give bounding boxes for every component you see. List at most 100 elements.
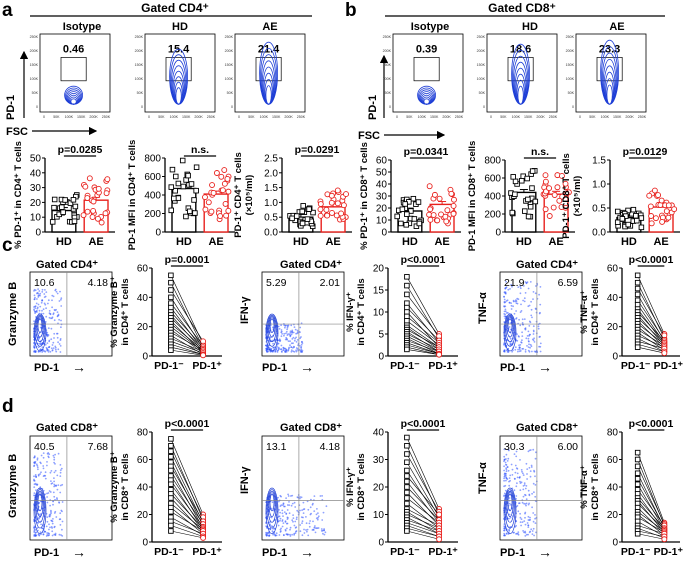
d2-point-neg-9 xyxy=(404,495,410,501)
b-pd1-axis-label: PD-1 xyxy=(367,95,379,120)
c1-quad-event xyxy=(59,345,62,347)
c1-quad-event xyxy=(51,294,54,297)
c3-point-pos-19 xyxy=(661,350,668,357)
d3-quad-q-right: 6.00 xyxy=(558,441,579,453)
d3-point-neg-5 xyxy=(634,481,641,488)
d1-ylabel: % Granzyme B⁺ xyxy=(109,451,120,523)
d1-quad-event xyxy=(36,464,39,467)
d3-quad: 30.3 6.00 xyxy=(499,435,583,541)
c3-quad-event xyxy=(514,346,517,349)
d2-point-pos-5 xyxy=(436,511,443,518)
d2-tick-label-3: 30 xyxy=(373,455,385,466)
a1-point-ae xyxy=(102,210,109,217)
c3-quad-q-left: 21.9 xyxy=(504,277,525,289)
d2-quad-event xyxy=(277,520,280,522)
a3-tick-label-1: 0.5 xyxy=(264,213,278,224)
d1-quad-event xyxy=(33,465,35,467)
d1-quad-event xyxy=(37,517,40,520)
a2-point-ae xyxy=(224,175,231,182)
d2-quad-event xyxy=(309,506,312,509)
b2-point-ae xyxy=(542,172,549,179)
d2-quad-event xyxy=(274,534,277,537)
b2-tick-label-2: 400 xyxy=(484,192,501,203)
d2-quad-event xyxy=(325,505,328,508)
a3-point-ae xyxy=(328,192,335,199)
a-flow-isotype-ytick-2: 100K xyxy=(30,77,39,81)
a3-point-hd xyxy=(294,213,300,219)
d2-quad-event xyxy=(301,509,303,511)
c2-quad-event xyxy=(300,336,302,338)
d3-quad-event xyxy=(514,464,517,467)
c1-quad-event xyxy=(54,346,57,349)
d1-quad-event xyxy=(59,524,62,526)
a3-point-ae xyxy=(317,201,324,208)
c3-tick-label-3: 60 xyxy=(607,264,619,275)
d2-quad-event xyxy=(271,525,274,528)
a2-point-hd xyxy=(171,195,177,202)
c3-quad-event xyxy=(517,348,519,351)
d3-quad-event xyxy=(522,474,525,476)
a2-point-hd xyxy=(188,181,195,187)
a3-tick-label-4: 2.0 xyxy=(264,168,278,179)
a3-tick-label-3: 1.5 xyxy=(264,183,278,194)
c2-pair-line-18 xyxy=(406,346,440,355)
d3-pair-line-16 xyxy=(637,525,665,535)
d2-quad-event xyxy=(268,534,270,537)
a1-point-ae xyxy=(94,215,101,222)
c3-pair-line-18 xyxy=(637,343,665,352)
d3-quad-event xyxy=(531,533,534,535)
c1-quad-event xyxy=(34,305,37,308)
c1-quad-event xyxy=(36,292,38,295)
d3-quad-event xyxy=(527,450,530,453)
d3-quad-event xyxy=(534,484,537,486)
d1-quad-event xyxy=(55,485,57,487)
d1-quad-event xyxy=(53,477,55,479)
d1-quad-event xyxy=(44,477,47,480)
a2-point-ae xyxy=(205,199,212,206)
d2-pair-line-13 xyxy=(406,514,440,529)
c3-quad-event xyxy=(528,343,530,346)
d1-point-neg-6 xyxy=(168,467,174,474)
c1-quad-contour-1 xyxy=(34,314,46,347)
c2-quad-event xyxy=(290,349,293,352)
d3-quad-event xyxy=(522,472,524,475)
d1-quad-event xyxy=(33,483,36,486)
c2-quad-event xyxy=(283,334,285,337)
a3-tick-label-5: 2.5 xyxy=(264,154,278,165)
a-flow-hd-xtick-0: 0 xyxy=(148,115,150,119)
a-flow-isotype-ytick-3: 150K xyxy=(30,63,39,67)
d2-p-value: p<0.0001 xyxy=(401,418,446,430)
chart-b3: 0.0 0.5 1.0 1.5 PD-1⁺ CD8⁺ T cells (×10⁵/ml) p… xyxy=(561,146,680,248)
d2-quad-event xyxy=(315,517,318,520)
d1-quad-event xyxy=(48,523,50,526)
b-flow-isotype-ytick-2: 100K xyxy=(383,77,392,81)
c2-pair-line-8 xyxy=(406,324,440,348)
d3-quad-event xyxy=(522,530,524,532)
d3-quad-event xyxy=(503,469,505,472)
d1-pair-line-2 xyxy=(170,451,204,518)
c1-point-neg-1 xyxy=(168,279,174,286)
c3-quad-event xyxy=(533,341,536,343)
d3-quad-event xyxy=(519,521,522,523)
d1-quad-event xyxy=(44,493,46,496)
d3-quad-event xyxy=(530,528,533,531)
a3-point-ae xyxy=(338,210,345,217)
d3-quad-event xyxy=(533,491,535,494)
c2-quad-event xyxy=(284,351,287,353)
d3-point-neg-3 xyxy=(634,470,641,477)
c2-quad-event xyxy=(294,328,297,331)
c1-quad-event xyxy=(35,302,38,305)
b3-point-hd xyxy=(614,208,621,215)
d1-quad-event xyxy=(54,463,56,465)
d3-quad-event xyxy=(526,473,528,475)
d2-quad-event xyxy=(313,526,316,529)
a1-point-ae xyxy=(86,175,93,182)
d3-quad-contour-0 xyxy=(503,487,517,535)
d2-quad-event xyxy=(284,528,287,531)
d2-quad-event xyxy=(306,528,309,531)
c1-quad-event xyxy=(36,298,38,300)
d1-quad-event xyxy=(43,474,46,477)
c1-quad-event xyxy=(54,289,57,292)
d3-quad-event xyxy=(530,466,533,468)
